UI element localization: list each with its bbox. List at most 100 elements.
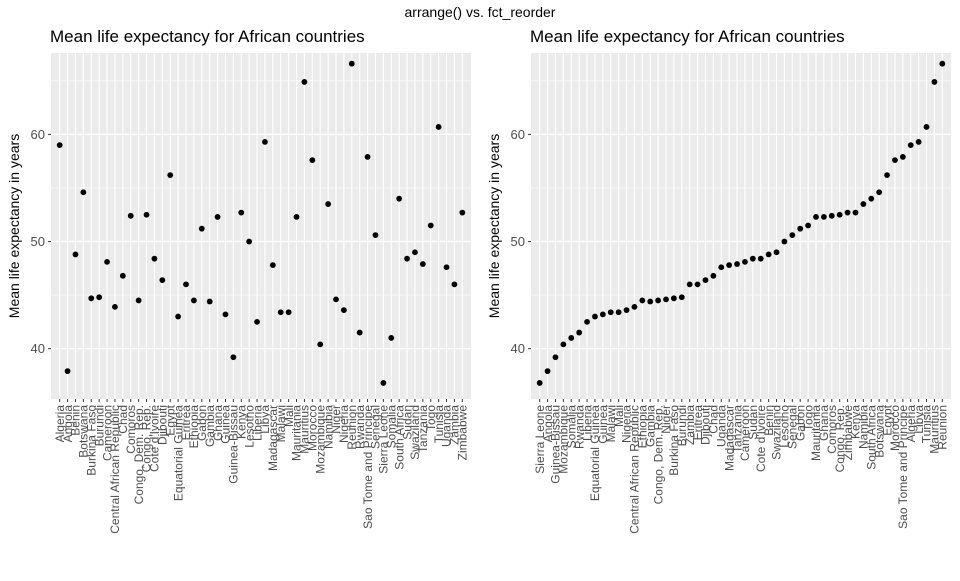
data-point xyxy=(143,211,150,218)
x-tick-label: Nigeria xyxy=(337,405,351,443)
y-tick-label: 40 xyxy=(31,341,45,356)
data-point xyxy=(135,297,142,304)
x-tick-label: Mali xyxy=(612,405,626,427)
x-tick-label: Burkina Faso xyxy=(84,405,98,476)
data-point xyxy=(356,329,363,336)
data-point xyxy=(293,213,300,220)
x-tick-label: Niger xyxy=(329,405,343,434)
data-point xyxy=(702,277,709,283)
data-point xyxy=(183,281,189,288)
x-tick-label: Sierra Leone xyxy=(533,405,547,474)
x-tick-label: Sao Tome and Principe xyxy=(361,405,375,529)
x-tick-label: Cameroon xyxy=(100,405,114,461)
x-tick-label: Mauritania xyxy=(809,405,823,461)
data-point xyxy=(104,258,110,265)
plot-panel xyxy=(531,53,951,399)
data-point xyxy=(631,303,638,310)
x-tick-label: Malawi xyxy=(274,405,288,442)
data-point xyxy=(96,294,103,301)
data-point xyxy=(552,354,559,361)
data-point xyxy=(623,307,630,313)
x-tick-label: Congo, Dem. Rep. xyxy=(132,405,146,504)
x-tick-label: Central African Republic xyxy=(628,405,642,534)
x-tick-label: Gambia xyxy=(643,405,657,447)
data-point xyxy=(670,295,677,302)
data-point xyxy=(459,209,466,216)
data-point xyxy=(88,295,95,302)
x-tick-label: Zimbabwe xyxy=(456,405,470,461)
x-tick-label: Cote d'Ivoire xyxy=(754,405,768,472)
data-point xyxy=(813,213,819,220)
data-point xyxy=(206,298,213,305)
x-tick-label: Chad xyxy=(707,405,721,434)
data-point xyxy=(412,249,418,256)
x-tick-label: Ghana xyxy=(817,405,831,441)
x-tick-label: Namibia xyxy=(321,405,335,449)
x-tick-label: Chad xyxy=(116,405,130,434)
data-point xyxy=(333,296,339,303)
y-tick-label: 60 xyxy=(31,127,45,142)
x-tick-label: Mozambique xyxy=(557,405,571,474)
data-point xyxy=(781,238,788,245)
x-tick-label: Guinea-Bissau xyxy=(549,405,563,484)
data-point xyxy=(56,142,63,149)
x-tick-label: Niger xyxy=(659,405,673,434)
x-tick-label: Benin xyxy=(69,405,83,436)
x-tick-label: Zambia xyxy=(683,405,697,445)
data-point xyxy=(749,255,756,262)
x-tick-label: South Africa xyxy=(864,405,878,470)
data-point xyxy=(190,297,197,304)
x-tick-label: Djibouti xyxy=(699,405,713,445)
data-point xyxy=(568,335,575,341)
x-tick-label: Ghana xyxy=(211,405,225,441)
x-tick-label: Lesotho xyxy=(242,405,256,448)
data-point xyxy=(159,277,166,283)
x-tick-label: Egypt xyxy=(163,404,177,435)
data-point xyxy=(64,368,71,375)
x-tick-label: Tanzania xyxy=(416,405,430,453)
data-point xyxy=(317,341,324,348)
x-tick-label: South Africa xyxy=(392,405,406,470)
x-tick-label: Togo xyxy=(424,405,438,431)
data-point xyxy=(931,79,938,85)
data-point xyxy=(214,213,221,220)
x-tick-label: Zimbabwe xyxy=(841,405,855,461)
figure-suptitle: arrange() vs. fct_reorder xyxy=(405,4,556,20)
data-point xyxy=(576,329,583,336)
x-tick-label: Madagascar xyxy=(722,405,736,471)
data-point xyxy=(615,309,622,316)
left-plot: Mean life expectancy for African countri… xyxy=(6,27,471,534)
data-point xyxy=(451,281,458,288)
data-point xyxy=(789,232,796,239)
data-point xyxy=(167,172,174,179)
x-tick-label: Djibouti xyxy=(156,405,170,445)
x-tick-label: Gambia xyxy=(203,405,217,447)
data-point xyxy=(805,222,812,229)
x-tick-label: Libya xyxy=(912,405,926,434)
data-point xyxy=(734,261,740,267)
data-point xyxy=(427,222,434,229)
data-point xyxy=(72,251,79,258)
x-tick-label: Malawi xyxy=(604,405,618,442)
y-axis-label: Mean life expectancy in years xyxy=(486,134,502,318)
x-tick-label: Mozambique xyxy=(313,405,327,474)
data-point xyxy=(285,309,292,316)
x-tick-label: Somalia xyxy=(384,405,398,449)
x-tick-label: Liberia xyxy=(580,405,594,441)
data-point xyxy=(860,201,867,207)
data-point xyxy=(939,60,946,67)
x-tick-label: Mauritius xyxy=(298,405,312,454)
x-tick-label: Botswana xyxy=(77,405,91,458)
x-tick-label: Uganda xyxy=(440,405,454,447)
x-tick-label: Togo xyxy=(801,405,815,431)
data-point xyxy=(718,264,725,271)
plot-panel xyxy=(51,53,471,399)
data-point xyxy=(828,212,835,219)
data-point xyxy=(443,264,450,271)
data-point xyxy=(899,154,906,160)
x-tick-label: Eritrea xyxy=(691,405,705,441)
x-tick-label: Mauritania xyxy=(290,405,304,461)
x-tick-label: Angola xyxy=(541,405,555,443)
